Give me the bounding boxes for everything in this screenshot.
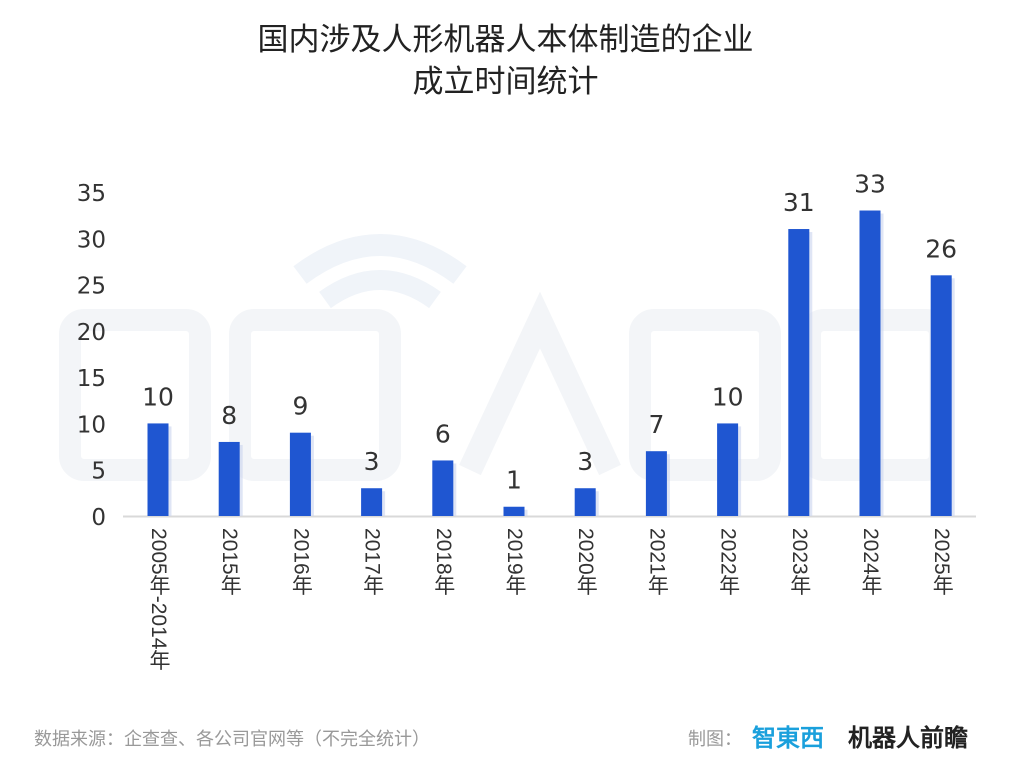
y-tick-label: 15 bbox=[77, 366, 106, 392]
bar bbox=[289, 432, 311, 516]
x-tick-label: 2005年-2014年 bbox=[147, 528, 170, 671]
x-tick-label: 2025年 bbox=[930, 528, 954, 596]
data-label: 6 bbox=[435, 419, 451, 448]
data-label: 7 bbox=[648, 410, 664, 439]
data-label: 10 bbox=[142, 382, 174, 411]
y-tick-label: 20 bbox=[77, 320, 106, 346]
y-tick-label: 10 bbox=[77, 412, 106, 438]
bar bbox=[503, 506, 525, 516]
data-label: 8 bbox=[221, 401, 237, 430]
watermark-glyph bbox=[59, 309, 211, 481]
x-tick-label: 2022年 bbox=[716, 528, 740, 596]
x-tick-label: 2017年 bbox=[360, 528, 384, 596]
bar bbox=[574, 488, 596, 516]
data-label: 33 bbox=[854, 170, 886, 199]
watermark-glyph bbox=[629, 309, 781, 481]
x-tick-label: 2019年 bbox=[503, 528, 526, 596]
data-label: 1 bbox=[506, 466, 522, 495]
bar bbox=[788, 229, 810, 516]
bar bbox=[218, 441, 240, 516]
x-tick-label: 2020年 bbox=[574, 528, 598, 596]
data-label: 3 bbox=[364, 447, 380, 476]
zhidongxi-logo: 智東西 bbox=[752, 724, 824, 752]
watermark-signal-arc bbox=[293, 234, 467, 284]
bar bbox=[147, 423, 169, 516]
data-label: 31 bbox=[783, 188, 815, 217]
bar bbox=[645, 451, 667, 516]
bar-chart: 0 5 10 15 20 25 30 35 10 8 9 3 6 1 3 7 10 31 33 26 bbox=[77, 170, 976, 531]
x-tick-label: 2016年 bbox=[289, 528, 313, 596]
made-by-label: 制图： bbox=[688, 729, 742, 750]
watermark-glyph bbox=[229, 309, 401, 481]
y-tick-label: 0 bbox=[91, 505, 106, 531]
bar bbox=[717, 423, 739, 516]
data-label: 10 bbox=[712, 382, 744, 411]
y-tick-label: 5 bbox=[91, 459, 106, 485]
x-tick-label: 2021年 bbox=[645, 528, 669, 596]
watermark bbox=[59, 234, 951, 481]
bar bbox=[432, 460, 454, 516]
data-label: 9 bbox=[292, 392, 308, 421]
watermark-glyph bbox=[459, 291, 621, 476]
y-tick-label: 25 bbox=[77, 274, 106, 300]
x-axis-labels: 2005年-2014年 2015年 2016年 2017年 2018年 2019年 2020… bbox=[147, 528, 954, 671]
x-tick-label: 2015年 bbox=[218, 528, 242, 596]
x-tick-label: 2018年 bbox=[431, 528, 455, 596]
data-label: 26 bbox=[925, 234, 957, 263]
x-tick-label: 2024年 bbox=[859, 528, 882, 596]
chart-title-line2: 成立时间统计 bbox=[412, 64, 599, 100]
y-tick-label: 35 bbox=[77, 181, 106, 207]
data-label: 3 bbox=[577, 447, 593, 476]
bar bbox=[361, 488, 383, 516]
bar bbox=[930, 275, 952, 516]
source-note: 数据来源：企查查、各公司官网等（不完全统计） bbox=[34, 729, 430, 750]
chart-title-line1: 国内涉及人形机器人本体制造的企业 bbox=[257, 22, 754, 58]
watermark-signal-arc bbox=[319, 270, 441, 309]
bar bbox=[859, 210, 881, 516]
y-tick-label: 30 bbox=[77, 227, 106, 253]
robot-qianzhan-logo: 机器人前瞻 bbox=[848, 724, 968, 752]
x-tick-label: 2023年 bbox=[787, 528, 811, 596]
